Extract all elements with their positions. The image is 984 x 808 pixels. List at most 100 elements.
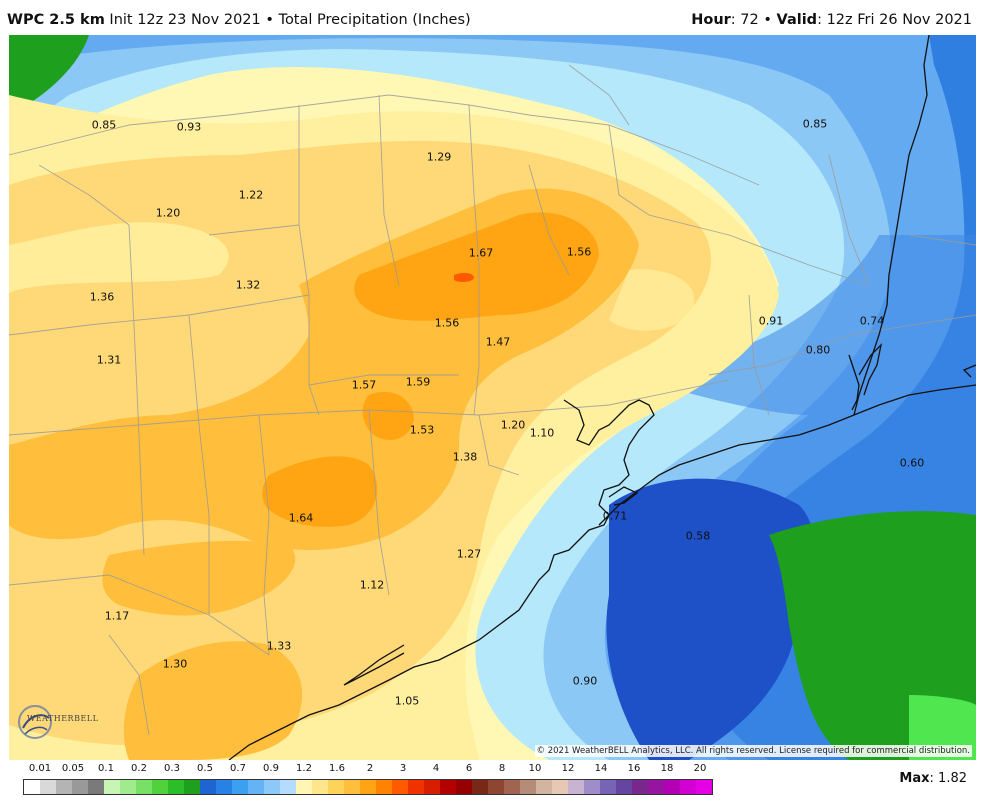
- legend-tick-label: 1.2: [296, 763, 312, 774]
- value-label: 1.64: [288, 511, 314, 525]
- legend-tick-label: 0.9: [263, 763, 279, 774]
- legend-swatch: [312, 780, 328, 794]
- value-label: 1.31: [96, 353, 122, 367]
- value-label: 1.59: [405, 375, 431, 389]
- coastline-and-state-lines: [228, 35, 976, 760]
- light-green-zone: [909, 695, 976, 760]
- precipitation-legend: 0.01 0.05 0.1 0.2 0.3 0.5 0.7 0.9 1.2 1.6 2 3 4 6 8 10 1…: [23, 763, 713, 803]
- legend-color-bar: [23, 779, 713, 795]
- value-label: 1.56: [566, 245, 592, 259]
- legend-swatch: [168, 780, 184, 794]
- legend-swatch: [664, 780, 680, 794]
- value-label: 0.60: [899, 456, 925, 470]
- dark-orange-patch-center: [362, 391, 414, 440]
- model-name: WPC 2.5 km: [7, 12, 105, 28]
- legend-swatch: [680, 780, 696, 794]
- copyright-notice: © 2021 WeatherBELL Analytics, LLC. All r…: [534, 745, 972, 757]
- value-label: 0.93: [176, 120, 202, 134]
- init-time: Init 12z 23 Nov 2021: [109, 12, 261, 28]
- value-label: 0.58: [685, 529, 711, 543]
- legend-swatch: [280, 780, 296, 794]
- legend-swatch: [56, 780, 72, 794]
- legend-swatch: [200, 780, 216, 794]
- header-separator: •: [265, 12, 274, 28]
- legend-swatch: [328, 780, 344, 794]
- legend-swatch: [264, 780, 280, 794]
- legend-swatch: [504, 780, 520, 794]
- valid-value: : 12z Fri 26 Nov 2021: [817, 12, 972, 28]
- header-left: WPC 2.5 km Init 12z 23 Nov 2021 • Total …: [7, 12, 471, 28]
- legend-swatch: [648, 780, 664, 794]
- value-label: 1.17: [104, 609, 130, 623]
- legend-tick-label: 3: [399, 763, 407, 774]
- legend-swatch: [488, 780, 504, 794]
- legend-tick-label: 0.05: [61, 763, 85, 774]
- legend-swatch: [568, 780, 584, 794]
- legend-swatch: [584, 780, 600, 794]
- header-right: Hour: 72 • Valid: 12z Fri 26 Nov 2021: [691, 12, 972, 28]
- legend-swatch: [120, 780, 136, 794]
- value-label: 1.20: [500, 418, 526, 432]
- hour-label: Hour: [691, 12, 731, 28]
- green-zone-northwest: [9, 35, 89, 115]
- legend-tick-label: 4: [432, 763, 440, 774]
- legend-swatch: [456, 780, 472, 794]
- orange-patch-south: [102, 540, 296, 616]
- legend-swatch: [72, 780, 88, 794]
- weatherbell-logo: [18, 705, 52, 739]
- legend-swatch: [392, 780, 408, 794]
- value-label: 0.71: [602, 509, 628, 523]
- legend-swatch: [600, 780, 616, 794]
- legend-swatch: [424, 780, 440, 794]
- dark-orange-zone-south: [262, 456, 378, 527]
- product-title: Total Precipitation (Inches): [278, 12, 471, 28]
- legend-tick-label: 2: [366, 763, 374, 774]
- value-label: 1.47: [485, 335, 511, 349]
- legend-swatch: [472, 780, 488, 794]
- value-label: 1.27: [456, 547, 482, 561]
- legend-swatch: [376, 780, 392, 794]
- light-patch-west: [9, 222, 229, 293]
- hour-value: : 72: [730, 12, 759, 28]
- legend-swatch: [248, 780, 264, 794]
- legend-swatch: [40, 780, 56, 794]
- value-label: 1.05: [394, 694, 420, 708]
- legend-swatch: [152, 780, 168, 794]
- value-label: 1.53: [409, 423, 435, 437]
- value-label: 0.74: [859, 314, 885, 328]
- value-label: 1.57: [351, 378, 377, 392]
- legend-swatch: [344, 780, 360, 794]
- legend-swatch: [136, 780, 152, 794]
- value-label: 1.12: [359, 578, 385, 592]
- value-label: 1.32: [235, 278, 261, 292]
- value-label: 1.33: [266, 639, 292, 653]
- legend-tick-label: 18: [660, 763, 674, 774]
- legend-tick-label: 1.6: [329, 763, 345, 774]
- legend-swatch: [520, 780, 536, 794]
- legend-swatch: [696, 780, 712, 794]
- max-cell: [454, 272, 474, 283]
- legend-swatch: [88, 780, 104, 794]
- legend-tick-label: 0.1: [98, 763, 114, 774]
- legend-swatch: [408, 780, 424, 794]
- value-label: 1.20: [155, 206, 181, 220]
- yellow-patch-east: [609, 269, 695, 331]
- dark-blue-zone: [606, 478, 815, 760]
- legend-swatch: [232, 780, 248, 794]
- legend-tick-label: 16: [627, 763, 641, 774]
- map-header: WPC 2.5 km Init 12z 23 Nov 2021 • Total …: [0, 0, 984, 40]
- value-label: 1.56: [434, 316, 460, 330]
- value-label: 1.36: [89, 290, 115, 304]
- legend-swatch: [216, 780, 232, 794]
- logo-text: WEATHERBELL: [27, 714, 99, 723]
- legend-tick-label: 0.2: [131, 763, 147, 774]
- legend-tick-label: 0.3: [164, 763, 180, 774]
- legend-tick-label: 10: [528, 763, 542, 774]
- legend-swatch: [552, 780, 568, 794]
- legend-swatch: [24, 780, 40, 794]
- legend-swatch: [296, 780, 312, 794]
- value-label: 1.10: [529, 426, 555, 440]
- max-label: Max: [899, 771, 930, 786]
- legend-tick-label: 0.5: [197, 763, 213, 774]
- value-label: 0.90: [572, 674, 598, 688]
